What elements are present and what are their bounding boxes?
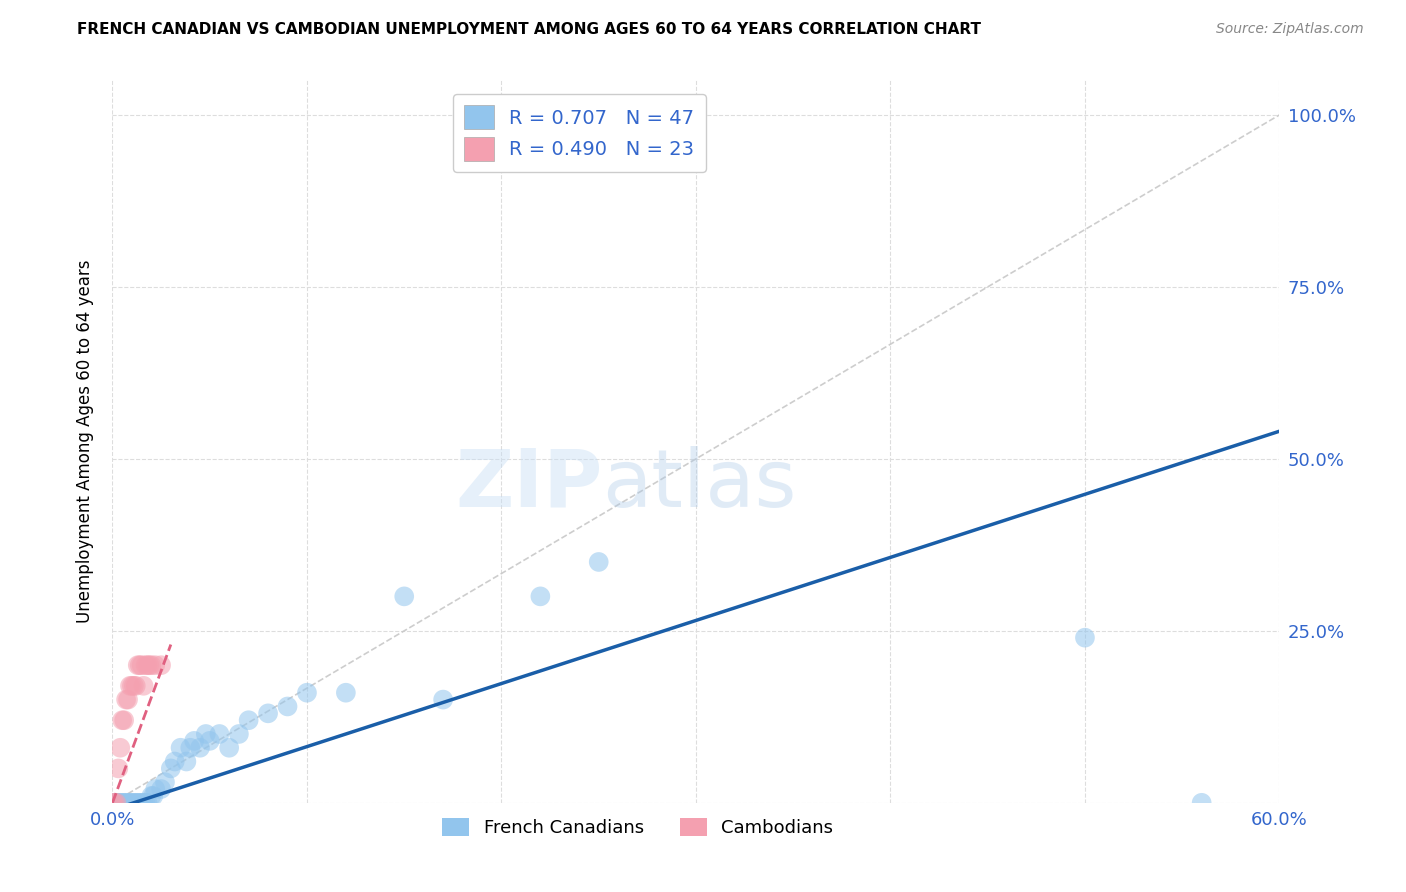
Point [141, 658, 163, 673]
Y-axis label: Unemployment Among Ages 60 to 64 years: Unemployment Among Ages 60 to 64 years [76, 260, 94, 624]
Point [160, 761, 183, 775]
Point [127, 658, 149, 673]
Point [150, 658, 173, 673]
Legend: French Canadians, Cambodians: French Canadians, Cambodians [434, 811, 841, 845]
Point [1074, 631, 1097, 645]
Point [111, 713, 134, 727]
Point [163, 755, 186, 769]
Point [143, 658, 166, 673]
Point [136, 658, 159, 673]
Point [112, 796, 135, 810]
Point [125, 679, 148, 693]
Point [257, 706, 280, 721]
Point [127, 796, 149, 810]
Point [110, 796, 132, 810]
Point [125, 796, 148, 810]
Point [115, 692, 138, 706]
Point [169, 740, 191, 755]
Point [228, 727, 250, 741]
Point [188, 740, 211, 755]
Point [122, 679, 145, 693]
Point [121, 679, 143, 693]
Point [132, 796, 155, 810]
Point [107, 761, 129, 775]
Point [105, 796, 128, 810]
Point [121, 796, 143, 810]
Point [150, 782, 173, 797]
Point [103, 796, 125, 810]
Point [118, 679, 141, 693]
Point [238, 713, 260, 727]
Point [115, 796, 138, 810]
Point [432, 692, 454, 706]
Point [208, 727, 231, 741]
Point [107, 796, 129, 810]
Point [153, 775, 176, 789]
Text: FRENCH CANADIAN VS CAMBODIAN UNEMPLOYMENT AMONG AGES 60 TO 64 YEARS CORRELATION : FRENCH CANADIAN VS CAMBODIAN UNEMPLOYMEN… [77, 22, 981, 37]
Point [176, 755, 198, 769]
Point [128, 658, 150, 673]
Point [295, 686, 318, 700]
Point [103, 796, 125, 810]
Point [110, 740, 132, 755]
Point [105, 796, 128, 810]
Point [111, 796, 134, 810]
Point [101, 796, 124, 810]
Point [529, 590, 551, 604]
Point [135, 658, 157, 673]
Point [112, 713, 135, 727]
Point [198, 734, 221, 748]
Text: Source: ZipAtlas.com: Source: ZipAtlas.com [1216, 22, 1364, 37]
Point [136, 796, 159, 810]
Point [117, 692, 139, 706]
Point [131, 658, 153, 673]
Point [138, 658, 160, 673]
Point [135, 796, 157, 810]
Point [335, 686, 357, 700]
Point [588, 555, 610, 569]
Point [118, 796, 141, 810]
Point [183, 734, 205, 748]
Point [143, 782, 166, 797]
Point [218, 740, 240, 755]
Point [394, 590, 416, 604]
Point [101, 796, 124, 810]
Point [276, 699, 298, 714]
Point [142, 789, 165, 803]
Point [132, 679, 155, 693]
Text: ZIP: ZIP [456, 446, 603, 524]
Point [131, 796, 153, 810]
Point [117, 796, 139, 810]
Point [194, 727, 217, 741]
Point [128, 796, 150, 810]
Point [141, 789, 163, 803]
Text: atlas: atlas [603, 446, 797, 524]
Point [1191, 796, 1213, 810]
Point [122, 796, 145, 810]
Point [179, 740, 201, 755]
